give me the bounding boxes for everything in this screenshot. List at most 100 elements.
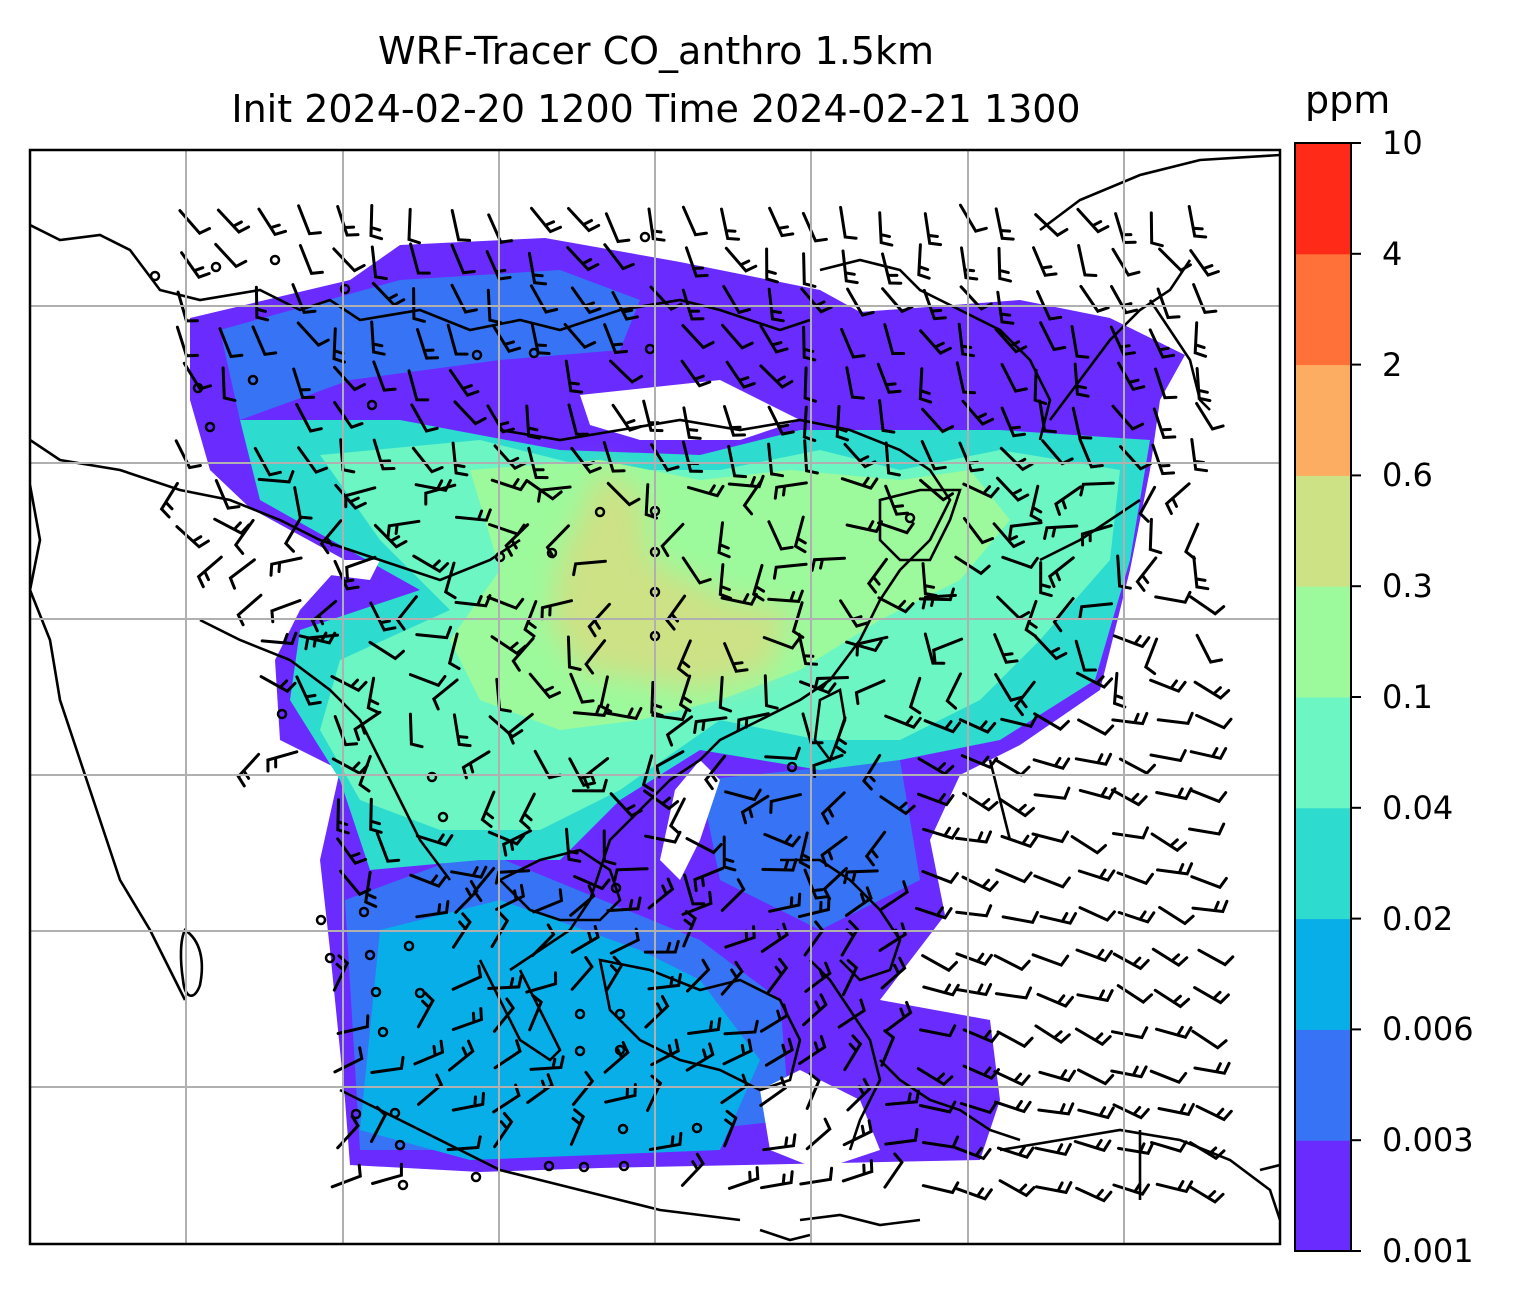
wind-barb xyxy=(295,675,322,706)
wind-barb xyxy=(1070,325,1090,359)
colorbar-tick-label: 0.006 xyxy=(1382,1010,1474,1049)
wind-barb xyxy=(1078,786,1117,800)
wind-barb xyxy=(740,794,770,825)
wind-barb xyxy=(932,637,964,663)
wind-barb xyxy=(681,556,712,585)
wind-barb xyxy=(820,835,848,867)
colorbar-unit-label: ppm xyxy=(1305,78,1391,122)
wind-barb xyxy=(603,1041,630,1074)
wind-barb xyxy=(994,1100,1032,1114)
wind-barb xyxy=(571,778,608,793)
wind-barb xyxy=(996,290,1015,325)
wind-barb xyxy=(918,587,955,602)
wind-barb xyxy=(992,522,1026,549)
wind-barb xyxy=(1149,211,1164,248)
wind-barb xyxy=(292,367,316,400)
wind-barb xyxy=(1077,1106,1115,1120)
wind-barb xyxy=(218,327,244,359)
wind-barb xyxy=(454,594,492,608)
wind-barb xyxy=(1112,952,1150,971)
wind-barb xyxy=(767,957,789,994)
wind-barb xyxy=(767,442,784,478)
wind-barb xyxy=(1110,1065,1148,1079)
wind-barb xyxy=(1190,875,1228,890)
calm-wind-marker xyxy=(471,349,483,361)
wind-barb xyxy=(414,479,452,492)
wind-barb xyxy=(1075,1186,1113,1203)
wind-barb xyxy=(1158,905,1195,926)
wind-barb xyxy=(642,399,664,433)
calm-wind-marker xyxy=(594,506,606,518)
wind-barb xyxy=(159,481,179,519)
wind-barb xyxy=(180,251,211,279)
wind-barb xyxy=(854,679,886,706)
wind-barb xyxy=(919,1024,957,1038)
wind-barb xyxy=(644,483,659,520)
wind-barb xyxy=(1077,244,1098,277)
wind-barb xyxy=(1192,555,1210,591)
wind-barb xyxy=(452,713,472,748)
wind-barb xyxy=(919,329,952,355)
wind-barbs xyxy=(149,203,1235,1204)
wind-barb xyxy=(1116,554,1132,590)
wind-barb xyxy=(647,973,682,991)
wind-barb xyxy=(945,672,962,710)
wind-barb xyxy=(333,365,366,392)
wind-barb xyxy=(1024,599,1038,638)
wind-barb xyxy=(369,601,397,632)
wind-barb xyxy=(840,476,879,490)
wind-barb xyxy=(1080,524,1113,547)
wind-barb xyxy=(502,829,532,857)
wind-barb xyxy=(532,888,564,914)
wind-barb xyxy=(668,797,686,835)
wind-barb xyxy=(413,1039,445,1066)
wind-barb xyxy=(680,359,712,388)
wind-barb xyxy=(372,438,396,471)
wind-barb xyxy=(529,1055,565,1071)
wind-barb xyxy=(569,1108,586,1146)
wind-barb xyxy=(878,211,894,247)
wind-barb xyxy=(762,636,801,650)
calm-wind-marker xyxy=(210,261,222,273)
wind-barb xyxy=(415,625,453,640)
wind-barb xyxy=(1077,718,1115,736)
wind-barb xyxy=(450,209,472,242)
wind-barb xyxy=(330,675,368,693)
wind-barb xyxy=(295,402,323,433)
wind-barb xyxy=(1195,633,1223,664)
wind-barb xyxy=(424,483,457,506)
wind-barb xyxy=(584,639,607,675)
wind-barb xyxy=(885,1000,913,1033)
wind-barb xyxy=(651,708,689,722)
wind-barb xyxy=(921,407,955,434)
wind-barb xyxy=(798,831,812,869)
wind-barb xyxy=(993,1070,1031,1087)
wind-barb xyxy=(799,1166,834,1186)
wind-barb xyxy=(604,955,624,993)
wind-barb xyxy=(216,208,251,234)
wind-barb xyxy=(884,714,922,730)
wind-barb xyxy=(545,524,570,559)
wind-barb xyxy=(1074,752,1113,766)
wind-barb xyxy=(767,589,804,603)
wind-barb xyxy=(537,485,572,503)
wind-barb xyxy=(723,1109,738,1148)
wind-barb xyxy=(1000,715,1038,729)
wind-barb xyxy=(650,443,680,472)
wind-barb xyxy=(665,715,694,747)
wind-barb xyxy=(682,910,697,948)
colorbar-segment xyxy=(1295,807,1351,920)
wind-barb xyxy=(773,481,808,500)
wind-barb xyxy=(371,1162,403,1185)
wind-barb xyxy=(1110,1026,1149,1040)
wind-barb xyxy=(994,207,1015,241)
wind-barb xyxy=(1039,561,1053,598)
wind-barb xyxy=(720,592,758,606)
wind-barb xyxy=(883,1152,904,1189)
wind-barb xyxy=(443,561,457,600)
wind-barb xyxy=(1078,602,1114,620)
calm-wind-marker xyxy=(324,952,336,964)
wind-barb xyxy=(1052,597,1075,633)
wind-barb xyxy=(1071,406,1093,440)
wind-barb xyxy=(681,890,713,916)
